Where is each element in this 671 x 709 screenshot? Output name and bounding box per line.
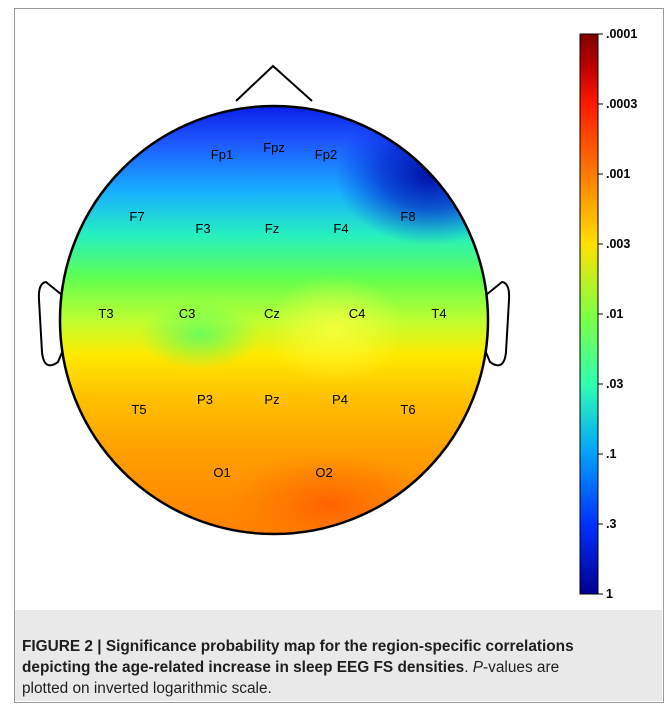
electrode-label: O1 [213, 465, 230, 480]
nose-outline [235, 64, 313, 102]
caption-title: Significance probability map for the reg… [22, 638, 574, 676]
colorbar-tick-label: .3 [606, 517, 617, 531]
caption-separator: . [464, 659, 473, 676]
electrode-label: Fpz [263, 140, 285, 155]
electrode-label: Fp1 [211, 147, 233, 162]
electrode-label: C4 [349, 306, 366, 321]
electrode-label: T6 [400, 402, 415, 417]
electrode-label: P3 [197, 392, 213, 407]
electrode-label: F8 [400, 209, 415, 224]
electrode-label: Fz [265, 221, 279, 236]
electrode-label: C3 [179, 306, 196, 321]
colorbar-tick-label: .001 [606, 167, 631, 181]
caption-p-symbol: P [472, 659, 484, 676]
electrode-label: T4 [431, 306, 446, 321]
electrode-label: F7 [129, 209, 144, 224]
electrode-label: O2 [315, 465, 332, 480]
electrode-label: Cz [264, 306, 280, 321]
electrode-label: P4 [332, 392, 348, 407]
colorbar-tick-label: .1 [606, 447, 617, 461]
caption-panel [15, 610, 662, 701]
colorbar-tick-label: .0001 [606, 27, 638, 41]
right-ear-outline [484, 280, 511, 367]
colorbar-tick-label: .003 [606, 237, 631, 251]
left-ear-outline [37, 280, 64, 367]
electrode-label: Fp2 [315, 147, 337, 162]
colorbar-tick-label: .0003 [606, 97, 638, 111]
figure-caption: FIGURE 2 | Significance probability map … [22, 636, 582, 699]
caption-label: FIGURE 2 | [22, 638, 106, 655]
colorbar [579, 33, 599, 595]
electrode-label: F3 [195, 221, 210, 236]
electrode-label: T5 [131, 402, 146, 417]
caption-body: -values are plotted on inverted logarith… [22, 659, 560, 697]
electrode-label: Pz [264, 392, 279, 407]
colorbar-tick-label: 1 [606, 587, 613, 601]
head-outline [58, 104, 490, 536]
colorbar-tick-label: .03 [606, 377, 624, 391]
colorbar-tick-label: .01 [606, 307, 624, 321]
electrode-label: F4 [333, 221, 348, 236]
electrode-label: T3 [98, 306, 113, 321]
